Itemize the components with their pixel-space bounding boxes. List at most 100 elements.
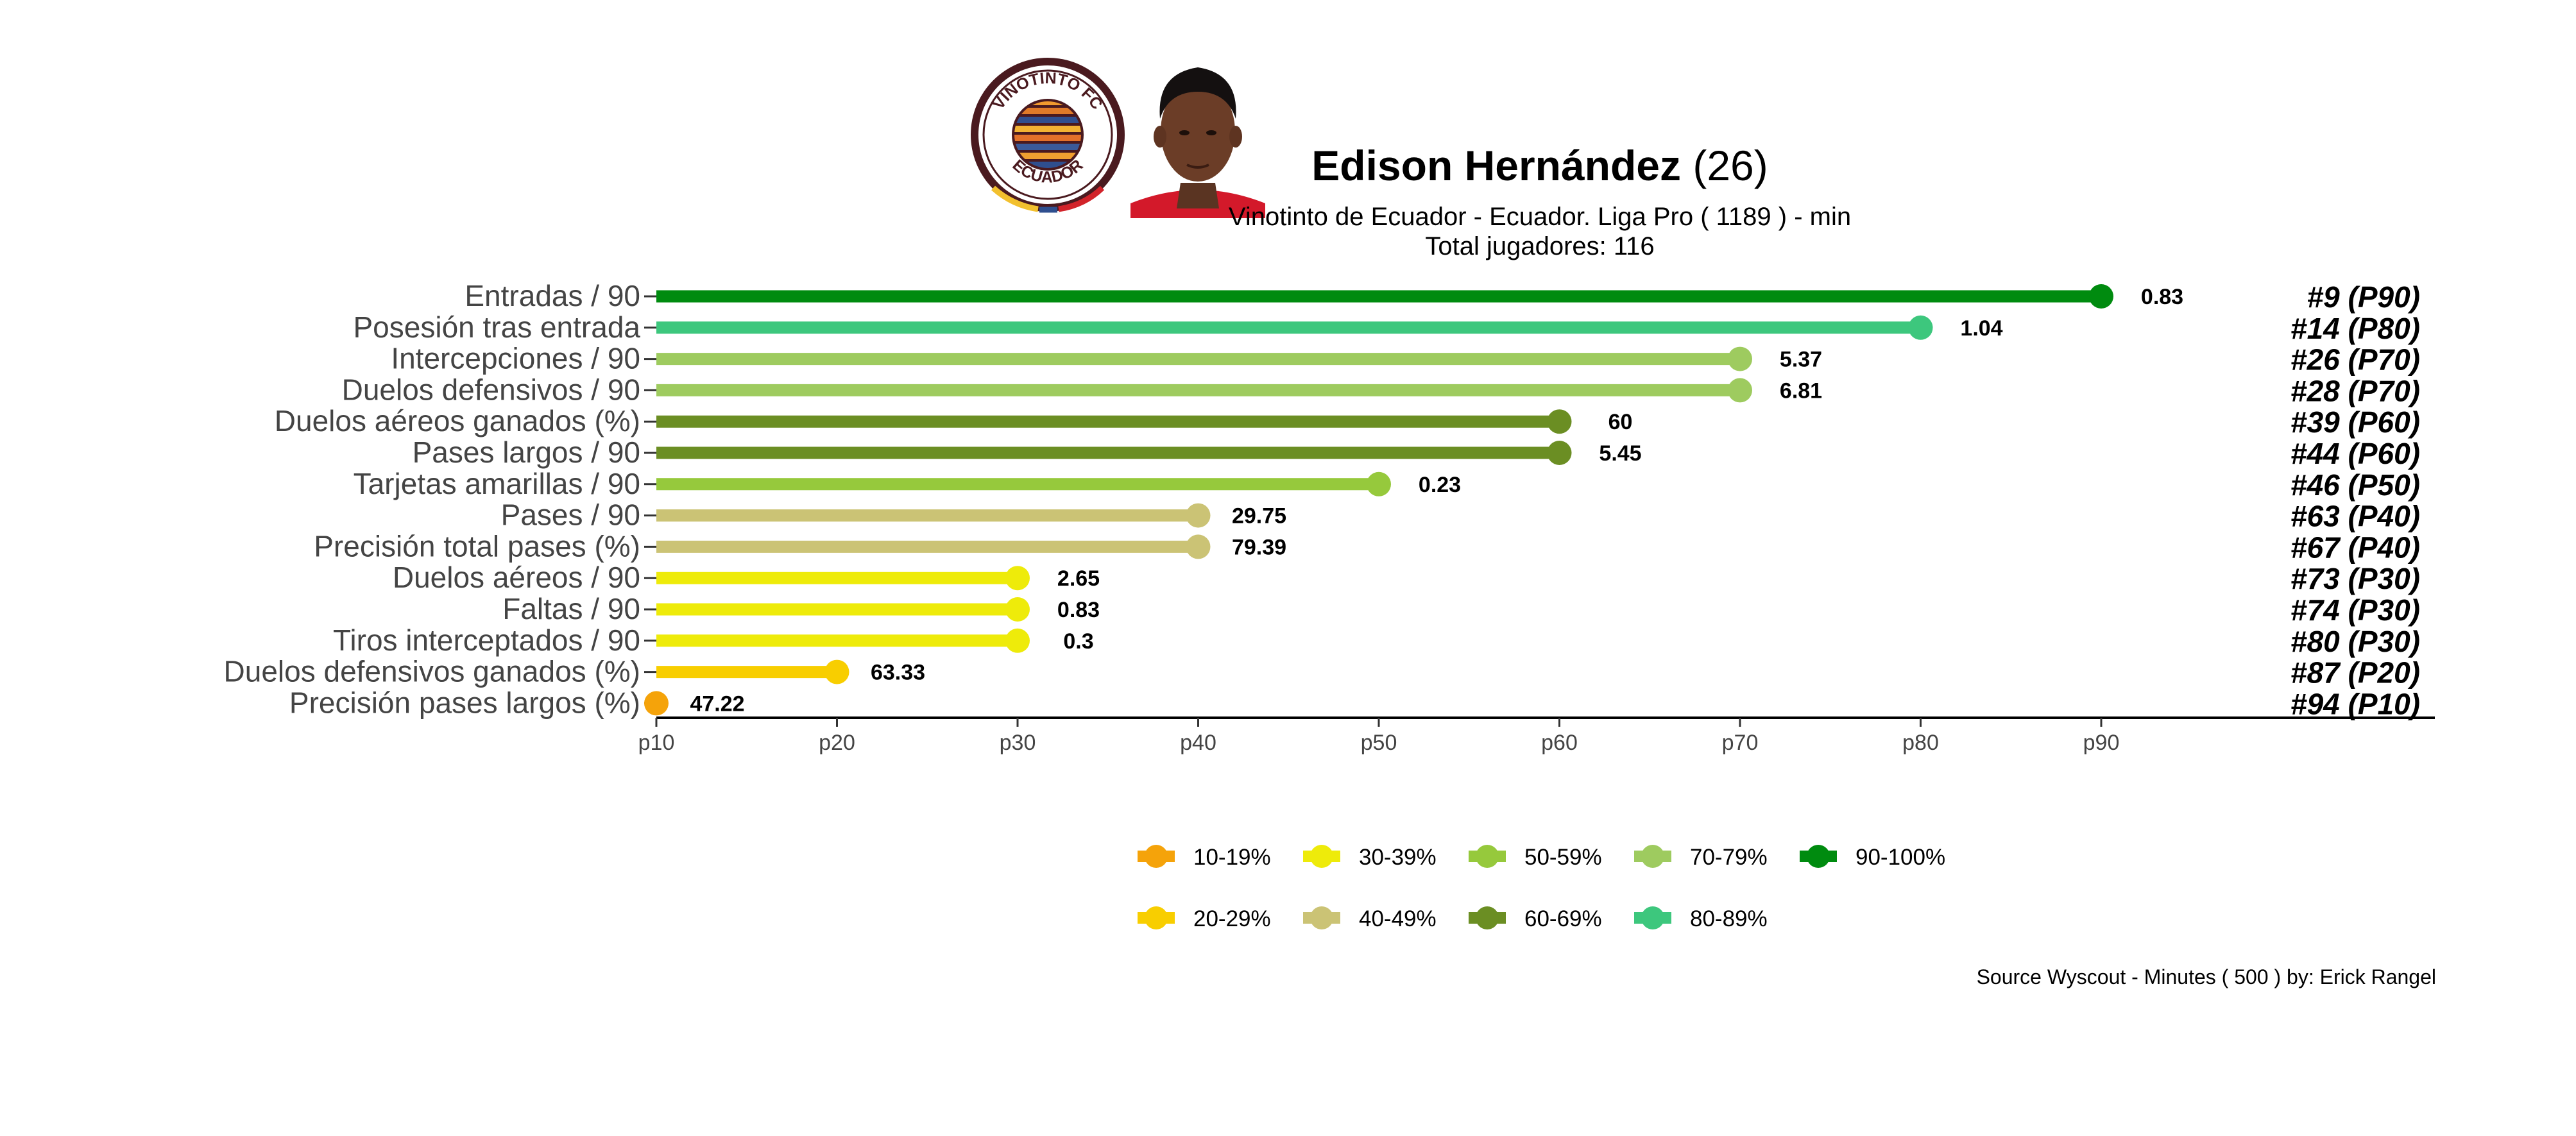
value-label: 63.33 bbox=[871, 661, 925, 685]
x-tick-label: p40 bbox=[1180, 731, 1216, 755]
value-label: 0.83 bbox=[2141, 285, 2183, 309]
player-title: Edison Hernández (26) bbox=[898, 140, 2181, 191]
legend-label: 40-49% bbox=[1359, 906, 1437, 931]
bar-point bbox=[1005, 566, 1030, 591]
metric-label: Precisión pases largos (%) bbox=[289, 686, 640, 719]
legend-item: 30-39% bbox=[1303, 845, 1437, 870]
player-name: Edison Hernández bbox=[1311, 142, 1682, 189]
legend-label: 50-59% bbox=[1524, 845, 1602, 870]
metric-row: Pases / 90 29.75 #63 (P40) bbox=[501, 498, 2420, 533]
metric-label: Duelos aéreos / 90 bbox=[393, 561, 640, 594]
bar-point bbox=[644, 691, 669, 716]
club-logo-icon: VINOTINTO FC ECUADOR bbox=[968, 56, 1128, 217]
metric-row: Duelos defensivos ganados (%) 63.33 #87 (P… bbox=[224, 655, 2420, 690]
metric-label: Duelos aéreos ganados (%) bbox=[275, 404, 640, 437]
value-label: 2.65 bbox=[1057, 566, 1100, 591]
bar-point bbox=[1547, 441, 1572, 465]
metric-label: Posesión tras entrada bbox=[354, 310, 641, 344]
metric-label: Faltas / 90 bbox=[502, 592, 640, 625]
player-age: (26) bbox=[1693, 142, 1768, 189]
x-tick-label: p60 bbox=[1541, 731, 1578, 755]
metric-row: Precisión pases largos (%) 47.22 #94 (P10) bbox=[289, 686, 2420, 720]
rank-label: #14 (P80) bbox=[2290, 312, 2420, 345]
value-label: 5.45 bbox=[1599, 441, 1641, 466]
x-tick-label: p80 bbox=[1902, 731, 1939, 755]
rank-label: #28 (P70) bbox=[2290, 374, 2420, 407]
rank-label: #9 (P90) bbox=[2307, 280, 2420, 314]
value-label: 79.39 bbox=[1232, 535, 1286, 559]
bar-point bbox=[1005, 628, 1030, 653]
value-label: 6.81 bbox=[1780, 378, 1822, 403]
x-tick-label: p90 bbox=[2083, 731, 2120, 755]
bar-point bbox=[1186, 503, 1211, 528]
x-axis-ticks: p10 p20 p30 p40 p50 p60 p70 p80 p90 bbox=[638, 718, 2120, 755]
legend-label: 30-39% bbox=[1359, 845, 1437, 870]
chart-rows: Entradas / 90 0.83 #9 (P90) Posesión tras e… bbox=[224, 279, 2420, 720]
metric-row: Faltas / 90 0.83 #74 (P30) bbox=[502, 592, 2420, 627]
bar-point bbox=[2089, 284, 2113, 309]
rank-label: #26 (P70) bbox=[2290, 343, 2420, 377]
metric-label: Intercepciones / 90 bbox=[391, 342, 640, 375]
metric-row: Precisión total pases (%) 79.39 #67 (P40) bbox=[314, 529, 2420, 564]
rank-label: #74 (P30) bbox=[2290, 593, 2420, 627]
metric-row: Pases largos / 90 5.45 #44 (P60) bbox=[413, 436, 2420, 470]
legend-item: 70-79% bbox=[1634, 845, 1768, 870]
rank-label: #73 (P30) bbox=[2290, 562, 2420, 595]
team-league-subtitle: Vinotinto de Ecuador - Ecuador. Liga Pro… bbox=[1228, 203, 1852, 231]
total-players: Total jugadores: 116 bbox=[1425, 232, 1655, 260]
legend-label: 80-89% bbox=[1690, 906, 1768, 931]
rank-label: #63 (P40) bbox=[2290, 500, 2420, 533]
value-label: 0.83 bbox=[1057, 598, 1100, 622]
value-label: 47.22 bbox=[690, 691, 744, 716]
metric-row: Entradas / 90 0.83 #9 (P90) bbox=[465, 279, 2420, 314]
legend-swatch-point bbox=[1807, 845, 1830, 868]
bar-point bbox=[1186, 534, 1211, 559]
legend-item: 90-100% bbox=[1800, 845, 1945, 870]
rank-label: #67 (P40) bbox=[2290, 530, 2420, 564]
legend: 10-19% 20-29% 30-39% 40-49% 50-59% 60-69% 70-7… bbox=[1138, 845, 1945, 931]
legend-swatch-point bbox=[1310, 906, 1333, 929]
x-tick-label: p10 bbox=[638, 731, 675, 755]
x-tick-label: p30 bbox=[1000, 731, 1036, 755]
legend-label: 10-19% bbox=[1193, 845, 1271, 870]
rank-label: #39 (P60) bbox=[2290, 405, 2420, 439]
x-tick-label: p20 bbox=[819, 731, 855, 755]
legend-item: 50-59% bbox=[1469, 845, 1602, 870]
legend-item: 60-69% bbox=[1469, 906, 1602, 931]
bar-point bbox=[1005, 597, 1030, 622]
bar-point bbox=[824, 659, 849, 684]
legend-swatch-point bbox=[1641, 845, 1664, 868]
player-photo-icon bbox=[1130, 55, 1265, 218]
metric-label: Entradas / 90 bbox=[465, 279, 640, 312]
legend-swatch-point bbox=[1310, 845, 1333, 868]
legend-item: 80-89% bbox=[1634, 906, 1768, 931]
bar-point bbox=[1547, 409, 1572, 434]
value-label: 1.04 bbox=[1960, 316, 2002, 341]
metric-row: Intercepciones / 90 5.37 #26 (P70) bbox=[391, 342, 2420, 377]
legend-swatch-point bbox=[1145, 845, 1168, 868]
metric-row: Duelos aéreos ganados (%) 60 #39 (P60) bbox=[275, 404, 2420, 439]
metric-label: Tarjetas amarillas / 90 bbox=[354, 467, 640, 500]
legend-label: 70-79% bbox=[1690, 845, 1768, 870]
legend-item: 40-49% bbox=[1303, 906, 1437, 931]
bar-point bbox=[1728, 378, 1752, 403]
value-label: 29.75 bbox=[1232, 504, 1286, 529]
legend-swatch-point bbox=[1641, 906, 1664, 929]
metric-row: Duelos defensivos / 90 6.81 #28 (P70) bbox=[342, 373, 2420, 407]
value-label: 0.23 bbox=[1419, 473, 1461, 497]
x-tick-label: p50 bbox=[1361, 731, 1397, 755]
legend-swatch-point bbox=[1476, 906, 1499, 929]
legend-swatch-point bbox=[1145, 906, 1168, 929]
rank-label: #80 (P30) bbox=[2290, 625, 2420, 658]
legend-label: 20-29% bbox=[1193, 906, 1271, 931]
metric-label: Duelos defensivos / 90 bbox=[342, 373, 640, 406]
value-label: 5.37 bbox=[1780, 348, 1822, 372]
legend-label: 90-100% bbox=[1855, 845, 1945, 870]
metric-label: Duelos defensivos ganados (%) bbox=[224, 655, 640, 688]
metric-row: Tarjetas amarillas / 90 0.23 #46 (P50) bbox=[354, 467, 2420, 502]
source-caption: Source Wyscout - Minutes ( 500 ) by: Eri… bbox=[1976, 965, 2436, 988]
bar-point bbox=[1728, 346, 1752, 371]
value-label: 60 bbox=[1608, 410, 1633, 434]
metric-label: Tiros interceptados / 90 bbox=[333, 623, 640, 657]
